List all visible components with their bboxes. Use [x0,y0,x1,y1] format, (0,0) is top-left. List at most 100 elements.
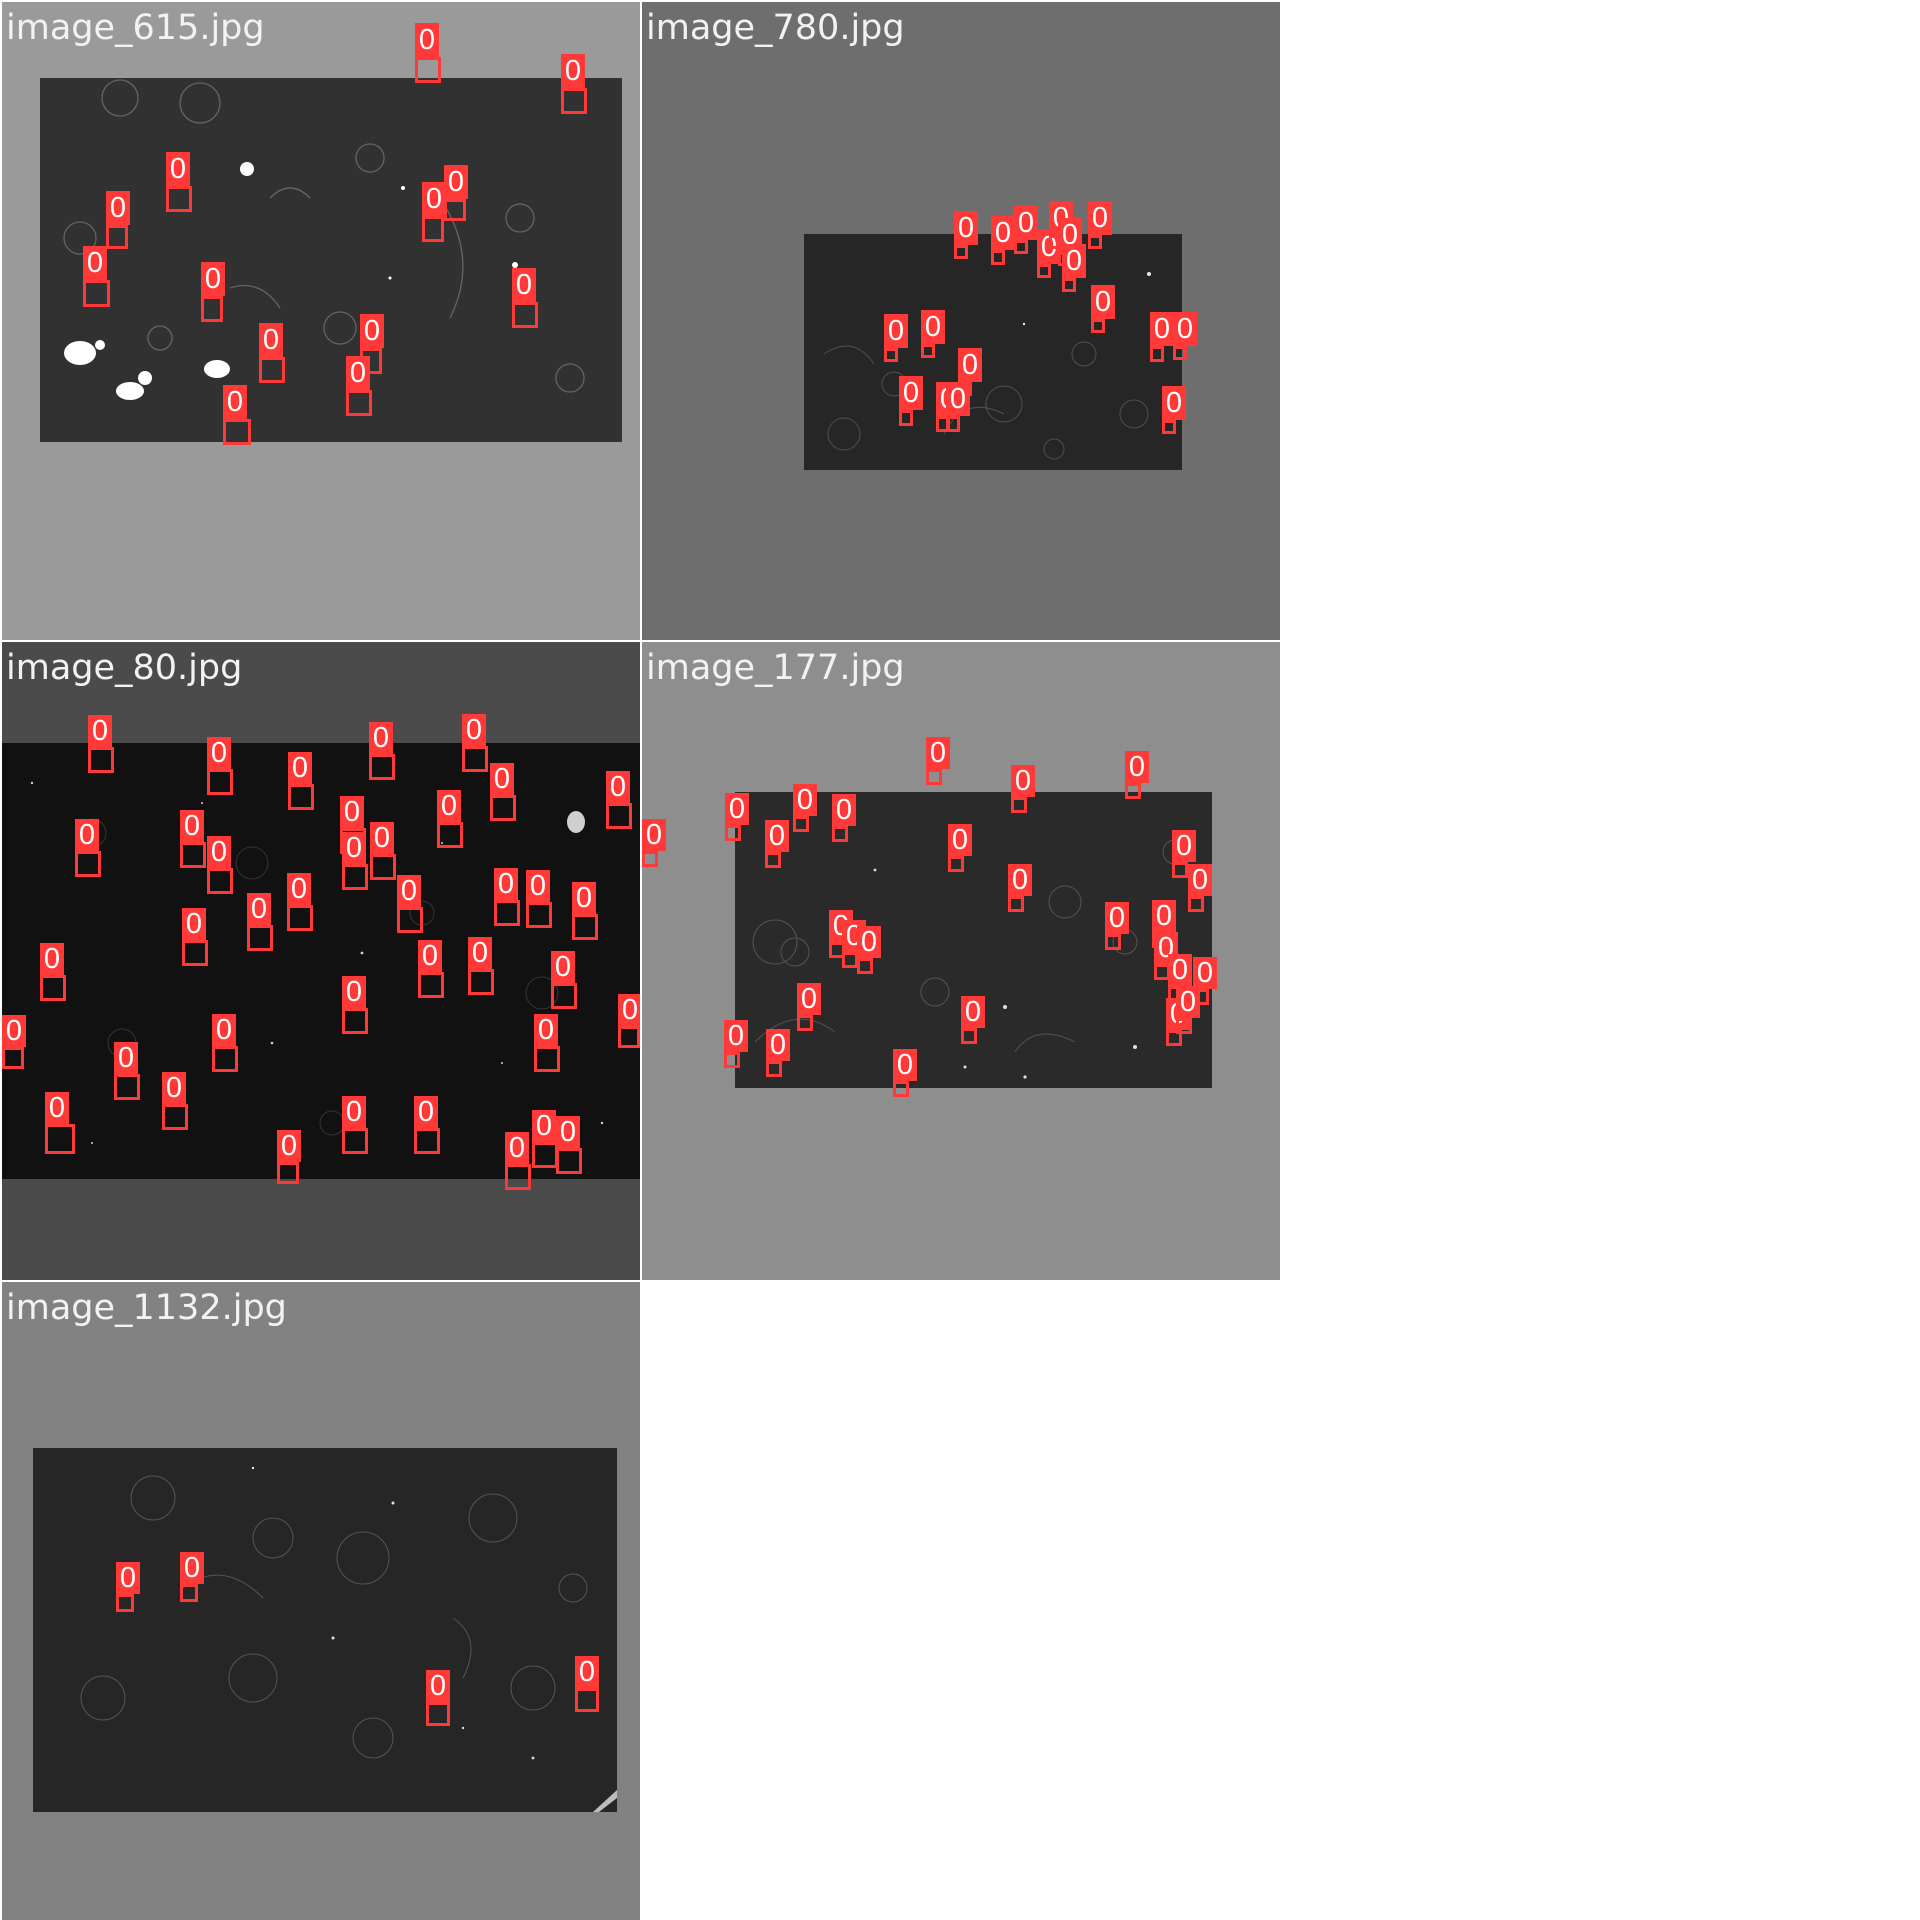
mosaic-tile-image-780: image_780.jpg 0 0 0 0 0 0 0 0 0 0 0 0 0 … [642,2,1280,640]
detection-label: 0 [899,376,923,410]
detection-box: 0 [490,763,516,821]
detection-label: 0 [991,216,1015,250]
detection-label: 0 [926,737,950,769]
detection-label: 0 [1172,830,1196,862]
detection-box: 0 [1088,201,1112,249]
detection-box: 0 [512,268,538,328]
mosaic-tile-image-1132: image_1132.jpg 0 0 0 0 [2,1282,640,1920]
detection-label: 0 [397,875,421,907]
detection-label: 0 [415,23,439,57]
detection-box: 0 [1062,244,1086,292]
microscopy-photo [33,1448,617,1812]
detection-label: 0 [572,882,596,914]
mosaic-tile-image-80: image_80.jpg 0 0 0 0 0 0 0 0 0 0 0 0 0 [2,642,640,1280]
detection-box: 0 [1008,864,1032,912]
detection-box: 0 [75,819,101,877]
detection-label: 0 [369,722,393,754]
detection-box: 0 [162,1072,188,1130]
detection-layer: 0 0 0 0 0 0 0 0 0 0 0 0 0 0 0 0 0 0 0 0 … [2,642,640,1280]
detection-box: 0 [114,1042,140,1100]
detection-label: 0 [426,1670,450,1702]
detection-box: 0 [1162,386,1186,434]
microscopy-photo [2,743,640,1179]
detection-box: 0 [414,1096,440,1154]
detection-box: 0 [494,868,520,926]
detection-label: 0 [1188,864,1212,896]
detection-box: 0 [1125,751,1149,799]
detection-box: 0 [884,314,908,362]
detection-box: 0 [426,1670,450,1726]
detection-box: 0 [1037,230,1061,278]
detection-label: 0 [512,268,536,302]
detection-label: 0 [1168,954,1192,986]
detection-label: 0 [1008,864,1032,896]
detection-box: 0 [397,875,423,933]
detection-box: 0 [532,1110,558,1168]
detection-label: 0 [606,771,630,803]
detection-label: 0 [832,794,856,826]
detection-box: 0 [1091,285,1115,333]
detection-label: 0 [462,714,486,746]
detection-label: 0 [247,893,271,925]
tile-filename: image_780.jpg [646,8,905,48]
detection-label: 0 [958,348,982,382]
detection-box: 0 [247,893,273,951]
detection-label: 0 [45,1092,69,1124]
detection-label: 0 [1193,957,1217,989]
detection-label: 0 [921,310,945,344]
tile-filename: image_615.jpg [6,8,265,48]
detection-label: 0 [207,737,231,769]
detection-box: 0 [893,1049,917,1097]
detection-box: 0 [116,1562,140,1612]
detection-label: 0 [182,908,206,940]
detection-label: 0 [1176,986,1200,1018]
detection-box: 0 [166,152,192,212]
detection-box: 0 [346,356,372,416]
detection-box: 0 [575,1656,599,1712]
detection-label: 0 [422,182,446,216]
detection-label: 0 [1150,312,1174,346]
detection-label: 0 [725,793,749,825]
detection-label: 0 [223,385,247,419]
detection-label: 0 [1125,751,1149,783]
detection-box: 0 [201,262,225,322]
detection-label: 0 [342,832,366,864]
detection-label: 0 [526,870,550,902]
detection-box: 0 [468,937,494,995]
detection-box: 0 [45,1092,75,1154]
detection-box: 0 [288,752,314,810]
detection-box: 0 [921,310,945,358]
detection-box: 0 [1105,902,1129,950]
detection-box: 0 [899,376,923,426]
photo-texture [40,78,622,442]
detection-label: 0 [551,951,575,983]
detection-layer: 0 0 0 0 [2,1282,640,1920]
detection-box: 0 [765,820,789,868]
detection-box: 0 [180,810,206,868]
detection-box: 0 [2,1015,26,1069]
detection-label: 0 [1091,285,1115,319]
detection-box: 0 [946,382,970,432]
detection-box: 0 [954,211,978,259]
detection-layer: 0 0 0 0 0 0 0 0 0 0 0 0 0 0 0 0 0 0 0 0 … [642,642,1280,1280]
detection-label: 0 [180,810,204,842]
detection-label: 0 [75,819,99,851]
detection-label: 0 [556,1116,580,1148]
detection-label: 0 [884,314,908,348]
detection-box: 0 [1011,765,1035,813]
mosaic-tile-image-615: image_615.jpg 0 0 0 0 0 0 0 0 [2,2,640,640]
detection-label: 0 [277,1130,301,1162]
detection-box: 0 [370,822,396,880]
detection-box: 0 [961,996,985,1044]
detection-box: 0 [182,908,208,966]
detection-label: 0 [444,165,468,199]
detection-box: 0 [1188,864,1212,912]
detection-label: 0 [1162,386,1186,420]
detection-box: 0 [207,737,233,795]
tile-filename: image_177.jpg [646,648,905,688]
detection-label: 0 [468,937,492,969]
detection-label: 0 [1105,902,1129,934]
detection-label: 0 [505,1132,529,1164]
detection-box: 0 [1150,312,1174,362]
detection-box: 0 [360,314,384,374]
